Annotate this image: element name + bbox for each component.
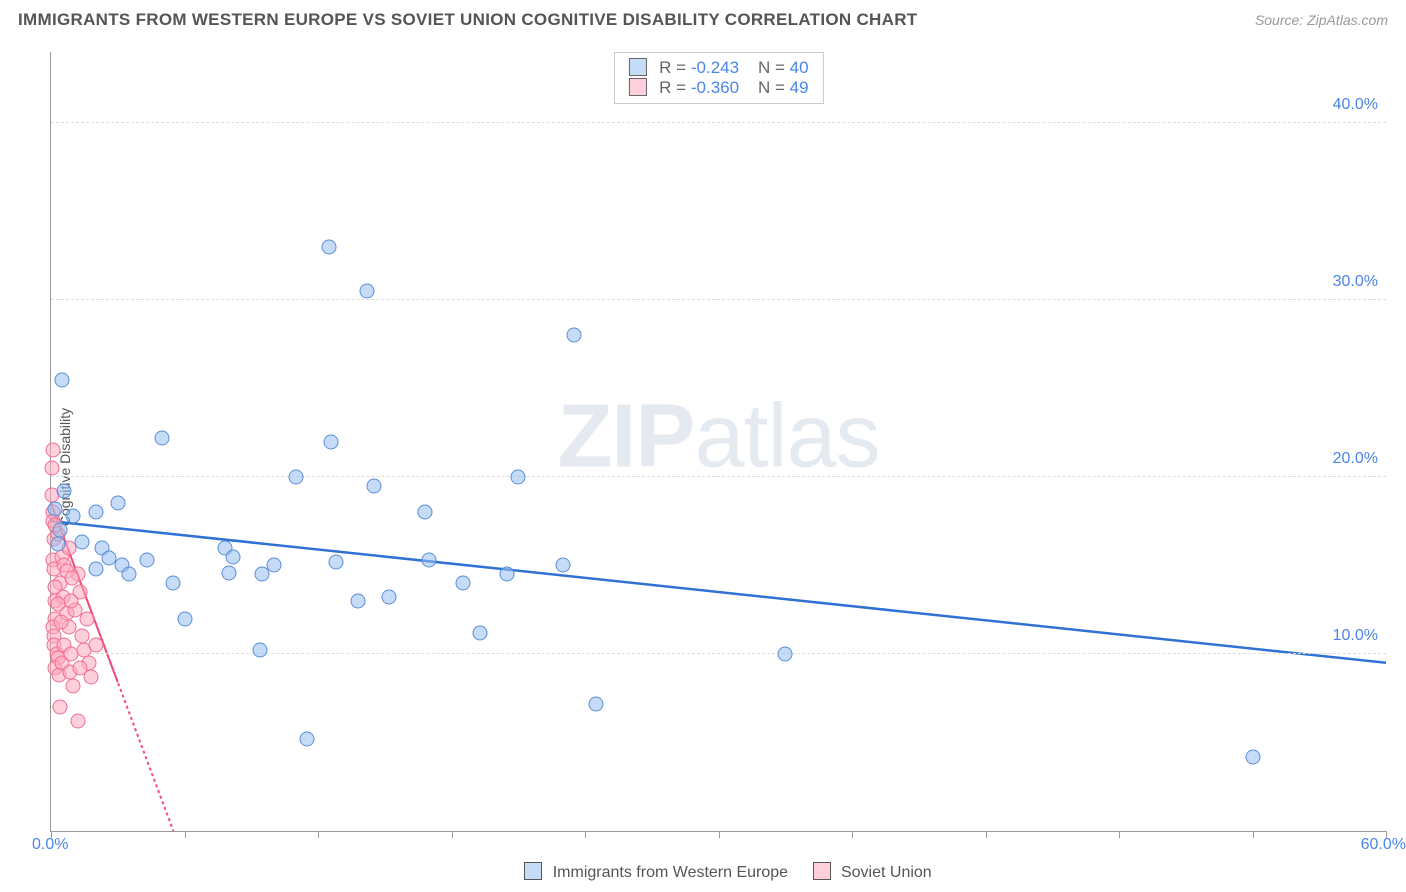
data-point [366,478,381,493]
y-tick-label: 20.0% [1333,450,1378,468]
x-axis-min-label: 0.0% [32,836,68,854]
series-legend: Immigrants from Western Europe Soviet Un… [50,862,1386,882]
data-point [55,372,70,387]
data-point [589,696,604,711]
x-tick [1119,831,1120,838]
data-point [75,629,90,644]
legend-label-blue: Immigrants from Western Europe [553,864,788,881]
x-tick [185,831,186,838]
data-point [50,597,65,612]
data-point [64,593,79,608]
gridline [51,122,1386,123]
data-point [45,461,60,476]
x-tick [1253,831,1254,838]
data-point [88,505,103,520]
data-point [266,558,281,573]
data-point [778,646,793,661]
data-point [322,239,337,254]
chart-title: IMMIGRANTS FROM WESTERN EUROPE VS SOVIET… [18,10,917,30]
data-point [66,508,81,523]
gridline [51,653,1386,654]
watermark-atlas: atlas [694,386,879,486]
data-point [417,505,432,520]
data-point [66,678,81,693]
data-point [72,661,87,676]
x-tick [585,831,586,838]
data-point [79,611,94,626]
data-point [382,590,397,605]
stat-label: N = [758,58,785,77]
data-point [222,565,237,580]
data-point [299,731,314,746]
data-point [48,501,63,516]
data-point [177,611,192,626]
stats-row-pink: R = -0.360 N = 49 [628,78,808,98]
data-point [166,576,181,591]
data-point [70,714,85,729]
swatch-blue-icon [628,58,646,76]
stat-value: 40 [790,58,809,77]
data-point [359,284,374,299]
data-point [121,567,136,582]
data-point [422,553,437,568]
chart-source: Source: ZipAtlas.com [1255,12,1388,28]
data-point [1245,749,1260,764]
watermark: ZIPatlas [557,385,879,488]
data-point [155,430,170,445]
data-point [511,469,526,484]
data-point [566,328,581,343]
data-point [65,570,80,585]
trend-lines [51,52,1386,831]
swatch-blue-icon [524,862,542,880]
x-axis-max-label: 60.0% [1361,836,1406,854]
gridline [51,476,1386,477]
stats-row-blue: R = -0.243 N = 40 [628,58,808,78]
data-point [75,535,90,550]
data-point [54,615,69,630]
stat-label: R = [659,78,686,97]
data-point [351,593,366,608]
gridline [51,299,1386,300]
data-point [455,576,470,591]
data-point [50,537,65,552]
stat-value: 49 [790,78,809,97]
data-point [46,443,61,458]
data-point [473,625,488,640]
legend-label-pink: Soviet Union [841,864,932,881]
stats-legend: R = -0.243 N = 40 R = -0.360 N = 49 [613,52,823,104]
x-tick [986,831,987,838]
data-point [288,469,303,484]
y-tick-label: 40.0% [1333,96,1378,114]
stat-label: R = [659,58,686,77]
data-point [253,643,268,658]
data-point [48,579,63,594]
stat-value: -0.243 [691,58,739,77]
data-point [110,496,125,511]
data-point [555,558,570,573]
watermark-zip: ZIP [557,386,694,486]
stat-value: -0.360 [691,78,739,97]
data-point [52,523,67,538]
data-point [57,484,72,499]
data-point [139,553,154,568]
plot-area: ZIPatlas R = -0.243 N = 40 R = -0.360 N … [50,52,1386,832]
x-tick [719,831,720,838]
y-tick-label: 10.0% [1333,627,1378,645]
stat-label: N = [758,78,785,97]
x-tick [318,831,319,838]
swatch-pink-icon [813,862,831,880]
data-point [328,554,343,569]
swatch-pink-icon [628,78,646,96]
data-point [88,561,103,576]
data-point [52,700,67,715]
y-tick-label: 30.0% [1333,273,1378,291]
x-tick [452,831,453,838]
data-point [226,549,241,564]
x-tick [852,831,853,838]
data-point [324,434,339,449]
data-point [88,638,103,653]
data-point [500,567,515,582]
chart-container: Cognitive Disability ZIPatlas R = -0.243… [0,42,1406,892]
